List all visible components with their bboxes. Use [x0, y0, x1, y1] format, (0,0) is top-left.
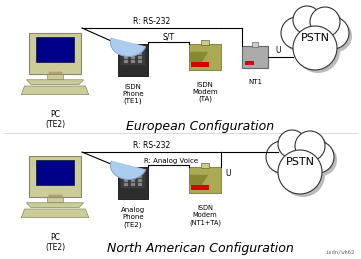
FancyBboxPatch shape	[120, 46, 146, 48]
Circle shape	[305, 144, 337, 176]
FancyBboxPatch shape	[191, 62, 209, 67]
FancyBboxPatch shape	[138, 60, 142, 63]
FancyBboxPatch shape	[29, 156, 81, 197]
FancyBboxPatch shape	[138, 183, 142, 186]
FancyBboxPatch shape	[48, 195, 61, 197]
Polygon shape	[110, 161, 145, 179]
FancyBboxPatch shape	[36, 37, 74, 62]
Polygon shape	[26, 203, 84, 207]
Text: PC
(TE2): PC (TE2)	[45, 110, 65, 130]
Circle shape	[313, 10, 343, 40]
Circle shape	[266, 141, 298, 173]
Polygon shape	[21, 86, 89, 95]
Circle shape	[293, 26, 337, 70]
Text: R: RS-232: R: RS-232	[133, 141, 170, 150]
Text: North American Configuration: North American Configuration	[106, 242, 293, 255]
FancyBboxPatch shape	[242, 46, 268, 68]
Circle shape	[296, 9, 324, 37]
Circle shape	[320, 20, 352, 52]
Circle shape	[281, 143, 325, 187]
Text: ISDN
Modem
(TA): ISDN Modem (TA)	[192, 82, 218, 103]
FancyBboxPatch shape	[245, 61, 254, 65]
FancyBboxPatch shape	[47, 197, 63, 202]
Circle shape	[296, 29, 340, 73]
FancyBboxPatch shape	[124, 179, 128, 182]
Circle shape	[298, 134, 328, 164]
FancyBboxPatch shape	[131, 60, 135, 63]
Text: European Configuration: European Configuration	[126, 120, 274, 133]
FancyBboxPatch shape	[138, 175, 142, 178]
FancyBboxPatch shape	[124, 48, 128, 51]
Text: ISDN
Phone
(TE1): ISDN Phone (TE1)	[122, 84, 144, 104]
FancyBboxPatch shape	[201, 163, 209, 168]
Polygon shape	[189, 175, 208, 185]
Circle shape	[278, 150, 322, 194]
FancyBboxPatch shape	[252, 42, 258, 47]
Circle shape	[278, 140, 322, 184]
FancyBboxPatch shape	[124, 183, 128, 186]
FancyBboxPatch shape	[138, 48, 142, 51]
FancyBboxPatch shape	[131, 183, 135, 186]
FancyBboxPatch shape	[121, 170, 145, 188]
FancyBboxPatch shape	[138, 52, 142, 55]
Text: isdn/wh62: isdn/wh62	[326, 250, 355, 255]
FancyBboxPatch shape	[29, 33, 81, 74]
FancyBboxPatch shape	[124, 171, 128, 174]
Text: R: Analog Voice: R: Analog Voice	[144, 158, 199, 164]
FancyBboxPatch shape	[191, 185, 209, 190]
FancyBboxPatch shape	[124, 175, 128, 178]
Text: S/T: S/T	[162, 32, 174, 41]
FancyBboxPatch shape	[131, 52, 135, 55]
Circle shape	[269, 144, 301, 176]
FancyBboxPatch shape	[131, 48, 135, 51]
FancyBboxPatch shape	[201, 40, 209, 45]
Polygon shape	[21, 209, 89, 218]
Circle shape	[317, 17, 349, 49]
Circle shape	[293, 16, 337, 60]
FancyBboxPatch shape	[118, 44, 148, 76]
FancyBboxPatch shape	[131, 175, 135, 178]
Text: R: RS-232: R: RS-232	[133, 17, 170, 26]
Circle shape	[295, 131, 325, 161]
FancyBboxPatch shape	[120, 169, 146, 171]
Circle shape	[281, 153, 325, 197]
FancyBboxPatch shape	[131, 179, 135, 182]
FancyBboxPatch shape	[138, 171, 142, 174]
Polygon shape	[26, 80, 84, 84]
Circle shape	[293, 6, 321, 34]
Text: PC
(TE2): PC (TE2)	[45, 233, 65, 253]
FancyBboxPatch shape	[131, 171, 135, 174]
Text: NT1: NT1	[248, 79, 262, 85]
Circle shape	[302, 141, 334, 173]
FancyBboxPatch shape	[189, 44, 221, 70]
Text: PSTN: PSTN	[300, 33, 330, 43]
Circle shape	[296, 19, 340, 63]
FancyBboxPatch shape	[138, 56, 142, 59]
Circle shape	[281, 17, 313, 49]
Text: ISDN
Modem
(NT1+TA): ISDN Modem (NT1+TA)	[189, 205, 221, 226]
Text: PSTN: PSTN	[286, 157, 314, 167]
FancyBboxPatch shape	[47, 75, 63, 79]
Text: Analog
Phone
(TE2): Analog Phone (TE2)	[121, 207, 145, 227]
FancyBboxPatch shape	[124, 52, 128, 55]
Circle shape	[281, 133, 309, 161]
Text: U: U	[275, 46, 280, 55]
FancyBboxPatch shape	[138, 179, 142, 182]
FancyBboxPatch shape	[124, 56, 128, 59]
Polygon shape	[189, 52, 208, 62]
Circle shape	[284, 20, 316, 52]
FancyBboxPatch shape	[189, 167, 221, 193]
FancyBboxPatch shape	[121, 47, 145, 65]
Circle shape	[278, 130, 306, 158]
FancyBboxPatch shape	[36, 160, 74, 185]
FancyBboxPatch shape	[124, 60, 128, 63]
FancyBboxPatch shape	[131, 56, 135, 59]
Circle shape	[310, 7, 340, 37]
FancyBboxPatch shape	[48, 71, 61, 75]
Polygon shape	[110, 38, 145, 56]
FancyBboxPatch shape	[118, 167, 148, 199]
Text: U: U	[225, 169, 231, 178]
